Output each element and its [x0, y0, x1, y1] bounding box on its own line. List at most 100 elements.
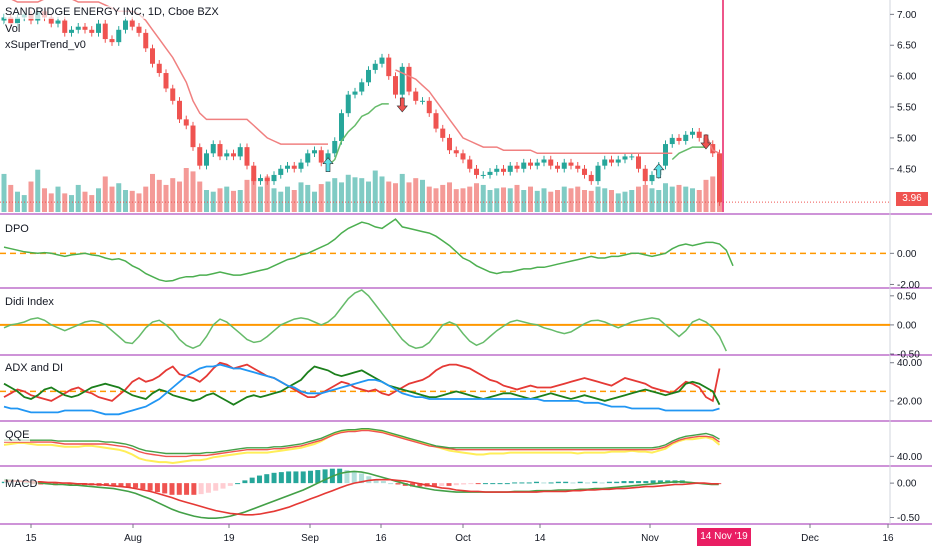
- macd-histogram-bar: [235, 483, 241, 485]
- volume-bar: [96, 188, 101, 212]
- qqe-slow-line: [4, 429, 720, 458]
- candle-body: [48, 17, 54, 24]
- candle-body: [69, 29, 74, 33]
- symbol-title: SANDRIDGE ENERGY INC, 1D, Cboe BZX: [4, 6, 220, 19]
- macd-histogram-bar: [504, 483, 510, 485]
- time-axis-label: Nov: [641, 533, 659, 544]
- macd-histogram-bar: [286, 471, 292, 484]
- macd-histogram-bar: [541, 482, 547, 484]
- candle-body: [345, 94, 351, 114]
- supertrend-up-line: [327, 103, 389, 167]
- candle-body: [123, 20, 128, 30]
- candle-body: [271, 174, 277, 182]
- candle-body: [183, 119, 189, 126]
- macd-histogram-bar: [184, 483, 190, 495]
- macd-histogram-bar: [293, 471, 299, 484]
- volume-bar: [359, 178, 365, 212]
- candle-body: [298, 162, 304, 169]
- volume-bar: [548, 191, 554, 212]
- candle-body: [379, 57, 385, 64]
- candle-body: [251, 165, 257, 182]
- macd-signal-line: [4, 478, 719, 516]
- candle-body: [507, 165, 513, 172]
- candle-body: [332, 140, 338, 154]
- volume-bar: [237, 190, 243, 212]
- volume-bar: [602, 188, 608, 212]
- candle-body: [366, 69, 371, 83]
- candle-body: [386, 57, 392, 77]
- candle-body: [318, 150, 324, 163]
- candle-body: [582, 168, 587, 175]
- buy-signal-arrow-icon: [322, 157, 334, 172]
- macd-histogram-bar: [264, 474, 270, 484]
- macd-histogram-bar: [446, 483, 452, 486]
- plus-di-line: [3, 361, 721, 403]
- minus-di-line: [3, 365, 721, 406]
- candle-body: [588, 174, 594, 182]
- candle-body: [669, 137, 675, 145]
- volume-bar: [339, 182, 344, 212]
- volume-bar: [150, 173, 155, 212]
- macd-histogram-bar: [162, 483, 168, 494]
- macd-tick-label: 0.00: [897, 479, 917, 490]
- volume-bar: [258, 186, 263, 212]
- candle-body: [690, 131, 695, 135]
- macd-histogram-bar: [198, 483, 204, 495]
- volume-bar: [669, 186, 675, 212]
- candle-body: [453, 150, 459, 154]
- volume-bar: [285, 186, 290, 212]
- macd-histogram-bar: [176, 483, 182, 495]
- volume-bar: [42, 188, 47, 212]
- volume-bar: [507, 188, 513, 212]
- macd-histogram-bar: [315, 470, 321, 484]
- candle-body: [143, 32, 149, 49]
- volume-bar: [501, 187, 506, 212]
- macd-histogram-bar: [67, 483, 73, 486]
- candle-body: [426, 100, 432, 114]
- candle-body: [150, 48, 155, 64]
- volume-bar: [703, 179, 709, 212]
- candle-body: [440, 128, 446, 138]
- volume-bar: [143, 186, 149, 212]
- macd-tick-label: -0.50: [897, 513, 920, 524]
- candle-body: [676, 137, 682, 141]
- price-tick-label: 7.00: [897, 10, 917, 21]
- candle-body: [285, 165, 290, 169]
- macd-histogram-bar: [125, 483, 131, 488]
- qqe-fast-line: [3, 428, 721, 465]
- volume-bar: [170, 178, 176, 212]
- volume-bar: [244, 179, 250, 212]
- didi-tick-label: 0.50: [897, 291, 917, 302]
- volume-bar: [48, 193, 54, 212]
- candle-body: [264, 178, 270, 182]
- candle-body: [89, 29, 95, 33]
- volume-bar: [123, 190, 128, 212]
- supertrend-down-line: [11, 0, 328, 145]
- macd-histogram-bar: [650, 480, 656, 484]
- volume-bar: [487, 190, 493, 212]
- qqe-pane-title: QQE: [4, 429, 31, 442]
- candle-body: [460, 153, 466, 160]
- time-axis-label: Dec: [801, 533, 819, 544]
- volume-bar: [406, 182, 412, 212]
- time-axis-label: 16: [375, 533, 387, 544]
- macd-histogram-bar: [606, 481, 612, 484]
- macd-histogram-bar: [563, 481, 569, 484]
- dpo-line: [3, 218, 734, 283]
- volume-bar: [251, 178, 257, 212]
- macd-histogram-bar: [628, 481, 634, 484]
- volume-bar: [21, 195, 27, 212]
- macd-histogram-bar: [410, 483, 416, 487]
- macd-histogram-bar: [249, 477, 255, 484]
- volume-bar: [379, 176, 385, 212]
- time-axis-label: Oct: [455, 533, 471, 544]
- candle-body: [8, 17, 14, 24]
- candle-body: [231, 153, 236, 157]
- candle-body: [156, 63, 162, 74]
- supertrend-indicator-label: xSuperTrend_v0: [4, 39, 87, 52]
- candle-body: [393, 76, 398, 95]
- candle-body: [197, 147, 203, 166]
- candle-body: [75, 26, 81, 30]
- volume-bar: [690, 188, 695, 212]
